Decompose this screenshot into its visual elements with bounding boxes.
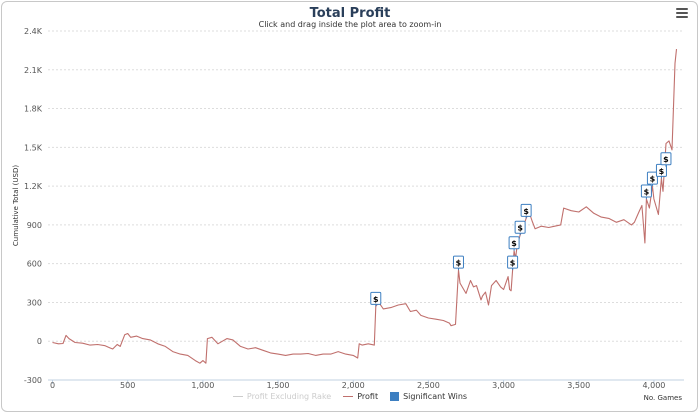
significant-win-flag-label: $ xyxy=(659,167,665,176)
y-tick-label: 300 xyxy=(27,298,42,307)
chart-subtitle: Click and drag inside the plot area to z… xyxy=(258,20,442,29)
legend-label: Profit Excluding Rake xyxy=(246,392,332,401)
legend-line-icon xyxy=(343,396,354,397)
significant-win-flag[interactable] xyxy=(514,220,526,234)
legend-item-profit-excluding-rake[interactable]: Profit Excluding Rake xyxy=(232,392,332,401)
y-tick-label: 2.1K xyxy=(24,66,43,75)
x-tick-label: 4,000 xyxy=(642,381,665,390)
series-line-profit[interactable] xyxy=(52,49,678,364)
legend-flag-icon xyxy=(390,392,400,401)
x-tick-label: 500 xyxy=(120,381,135,390)
legend-label: Significant Wins xyxy=(403,392,468,401)
x-tick-label: 2,000 xyxy=(342,381,365,390)
y-tick-label: 600 xyxy=(27,260,42,269)
significant-win-flag-label: $ xyxy=(523,207,529,216)
legend-line-icon xyxy=(232,396,243,397)
significant-win-flag-label: $ xyxy=(650,175,656,184)
chart-legend: Profit Excluding Rake Profit Significant… xyxy=(0,392,700,401)
significant-win-flag-label: $ xyxy=(373,295,379,304)
significant-win-flag[interactable] xyxy=(452,255,464,269)
x-tick-label: 1,500 xyxy=(267,381,290,390)
significant-win-flag-label: $ xyxy=(510,259,516,268)
legend-label: Profit xyxy=(357,392,379,401)
y-tick-label: 1.5K xyxy=(24,143,43,152)
significant-win-flag[interactable] xyxy=(508,236,520,250)
x-axis-label: No. Games xyxy=(644,394,683,402)
y-tick-label: 2.4K xyxy=(24,27,43,36)
hamburger-menu-icon[interactable] xyxy=(676,8,688,20)
x-tick-label: 1,000 xyxy=(191,381,214,390)
significant-win-flag-label: $ xyxy=(456,259,462,268)
y-tick-label: 1.2K xyxy=(24,182,43,191)
significant-win-flag[interactable] xyxy=(640,184,652,198)
y-tick-label: -300 xyxy=(24,376,42,385)
x-tick-label: 0 xyxy=(50,381,55,390)
y-tick-label: 900 xyxy=(27,221,42,230)
x-tick-label: 3,500 xyxy=(567,381,590,390)
significant-win-flag-label: $ xyxy=(663,155,669,164)
significant-win-flag-label: $ xyxy=(517,224,523,233)
y-tick-label: 0 xyxy=(37,337,42,346)
significant-win-flag-label: $ xyxy=(644,188,650,197)
chart-title: Total Profit xyxy=(309,6,391,21)
significant-win-flag[interactable] xyxy=(507,255,519,269)
legend-item-significant-wins[interactable]: Significant Wins xyxy=(390,392,467,401)
y-tick-label: 1.8K xyxy=(24,105,43,114)
significant-win-flag[interactable] xyxy=(370,291,382,305)
y-axis-label: Cumulative Total (USD) xyxy=(12,165,20,246)
x-tick-label: 2,500 xyxy=(417,381,440,390)
x-tick-label: 3,000 xyxy=(492,381,515,390)
significant-win-flag[interactable] xyxy=(660,152,672,166)
significant-win-flag[interactable] xyxy=(646,171,658,185)
legend-item-profit[interactable]: Profit xyxy=(343,392,378,401)
significant-win-flag[interactable] xyxy=(520,203,532,217)
significant-win-flag-label: $ xyxy=(511,239,517,248)
